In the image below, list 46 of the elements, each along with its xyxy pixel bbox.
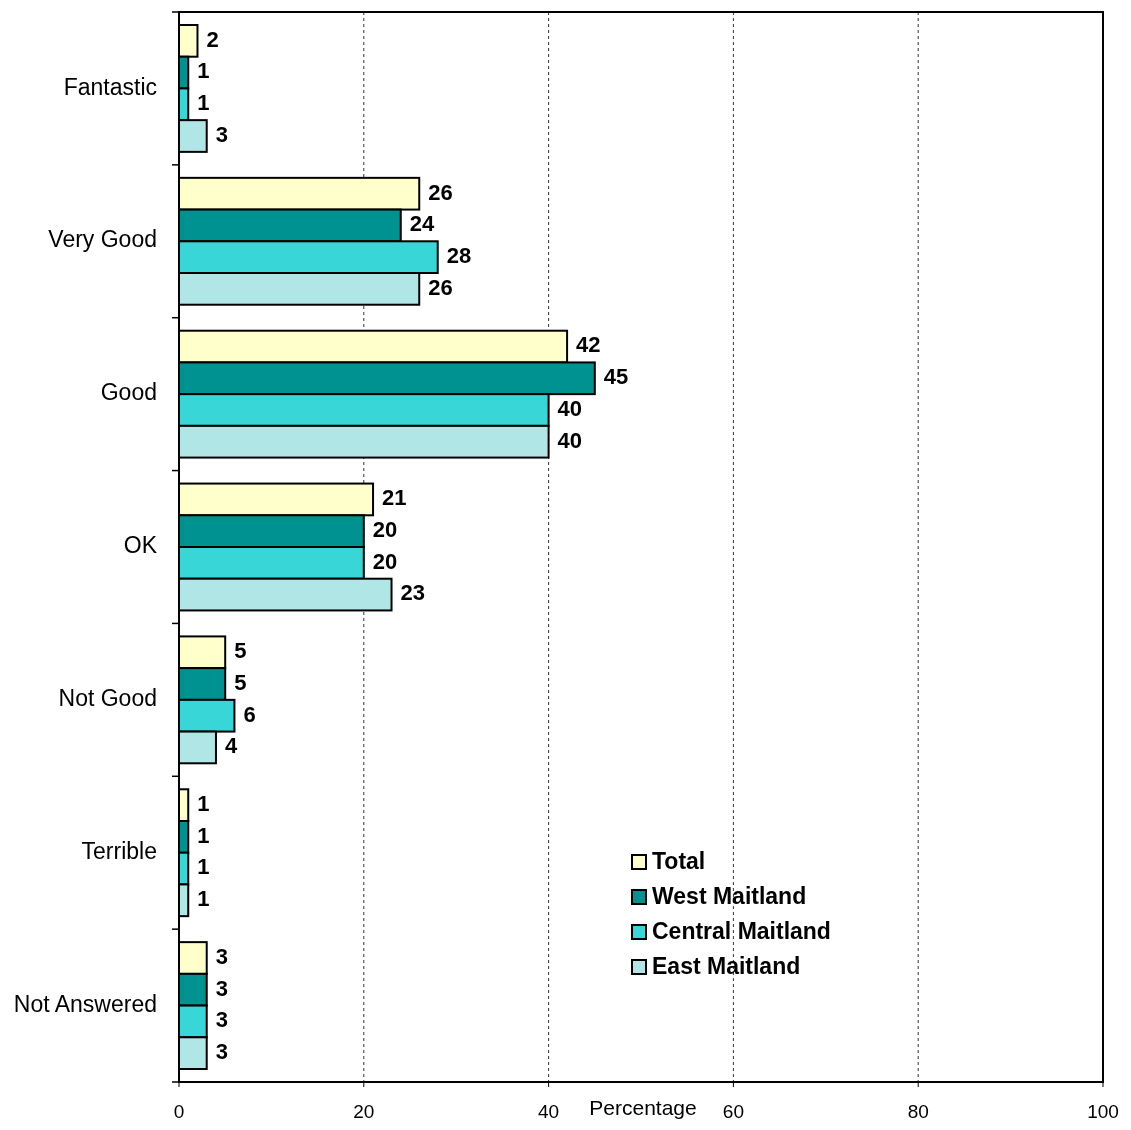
- data-label: 20: [372, 516, 398, 542]
- y-tick-label: Very Good: [48, 226, 157, 253]
- data-label: 2: [206, 26, 219, 52]
- legend-label: Total: [652, 848, 706, 875]
- data-label: 45: [603, 364, 629, 390]
- y-tick-label: Fantastic: [63, 73, 157, 100]
- x-tick-label: 100: [1087, 1101, 1119, 1122]
- data-label: 26: [428, 179, 453, 205]
- y-tick-label: Terrible: [81, 837, 157, 864]
- data-label: 3: [215, 121, 228, 147]
- legend-label: West Maitland: [652, 883, 807, 910]
- data-label: 1: [197, 90, 210, 116]
- data-label: 42: [576, 332, 601, 358]
- x-tick-label: 80: [907, 1101, 929, 1122]
- data-label: 1: [197, 822, 210, 848]
- data-label: 5: [234, 669, 247, 695]
- data-label: 40: [557, 395, 583, 421]
- data-label: 24: [409, 211, 435, 237]
- data-label: 3: [215, 975, 228, 1001]
- data-label: 6: [243, 701, 256, 727]
- data-label: 3: [215, 1007, 228, 1033]
- data-label: 23: [400, 580, 425, 606]
- x-tick-label: 60: [722, 1101, 744, 1122]
- y-tick-label: Not Answered: [13, 990, 157, 1017]
- data-label: 21: [382, 485, 407, 511]
- data-label: 3: [215, 1038, 228, 1064]
- data-label: 1: [197, 886, 210, 912]
- data-label: 1: [197, 58, 210, 84]
- x-tick-label: 40: [538, 1101, 560, 1122]
- x-tick-label: 0: [173, 1101, 185, 1122]
- data-label: 1: [197, 854, 210, 880]
- legend-label: Central Maitland: [652, 918, 831, 945]
- y-tick-label: OK: [123, 532, 158, 559]
- data-label: 28: [446, 242, 472, 268]
- data-label: 3: [215, 943, 228, 969]
- x-tick-label: 20: [353, 1101, 375, 1122]
- data-label: 26: [428, 274, 453, 300]
- data-label: 5: [234, 638, 247, 664]
- data-label: 4: [224, 733, 238, 759]
- data-label: 40: [557, 427, 583, 453]
- y-tick-label: Not Good: [58, 684, 157, 711]
- x-axis-title: Percentage: [589, 1096, 697, 1119]
- data-label: 1: [197, 790, 210, 816]
- y-tick-label: Good: [100, 379, 157, 406]
- data-label: 20: [372, 548, 398, 574]
- legend-label: East Maitland: [652, 953, 801, 980]
